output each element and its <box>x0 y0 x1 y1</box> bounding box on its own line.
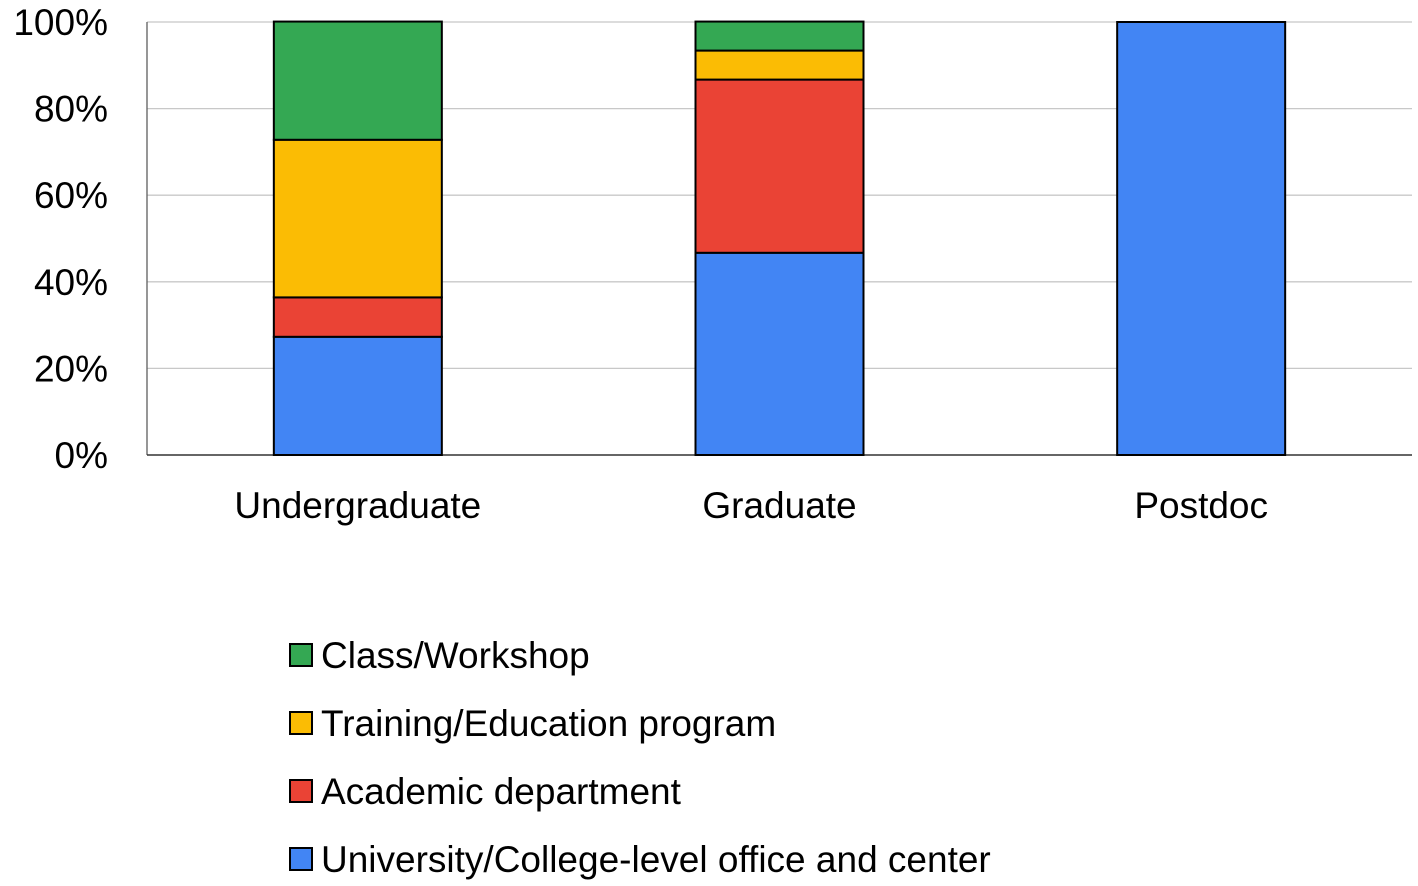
x-category-labels: Undergraduate Graduate Postdoc <box>234 485 1268 526</box>
bar-segment-3 <box>694 20 865 52</box>
legend-label: Training/Education program <box>321 703 776 744</box>
legend-swatch <box>289 779 313 803</box>
legend-label: University/College-level office and cent… <box>321 839 991 880</box>
legend-swatch <box>289 711 313 735</box>
y-tick-label: 40% <box>34 262 108 303</box>
bar-segment-1 <box>694 78 865 254</box>
bars <box>272 20 1287 456</box>
y-tick-label: 20% <box>34 348 108 389</box>
legend-item: Academic department <box>289 771 682 812</box>
legend-item: Training/Education program <box>289 703 776 744</box>
bar-segment-1 <box>272 296 443 338</box>
x-category-label: Graduate <box>702 485 856 526</box>
bar-segment-0 <box>272 335 443 456</box>
y-tick-label: 0% <box>55 435 108 476</box>
x-category-label: Postdoc <box>1134 485 1268 526</box>
bar-segment-0 <box>694 251 865 456</box>
legend-item: Class/Workshop <box>289 635 590 676</box>
legend-swatch <box>289 643 313 667</box>
y-tick-label: 80% <box>34 89 108 130</box>
bar-segment-2 <box>272 138 443 299</box>
bar-segment-3 <box>272 20 443 141</box>
y-tick-labels: 0% 20% 40% 60% 80% 100% <box>13 2 108 476</box>
y-tick-label: 100% <box>13 2 108 43</box>
legend-item: University/College-level office and cent… <box>289 839 991 880</box>
legend: Class/Workshop Training/Education program… <box>289 635 991 880</box>
legend-label: Class/Workshop <box>321 635 590 676</box>
legend-swatch <box>289 847 313 871</box>
x-category-label: Undergraduate <box>234 485 481 526</box>
bar-segment-0 <box>1116 21 1287 456</box>
bar-segment-2 <box>694 49 865 81</box>
y-tick-label: 60% <box>34 175 108 216</box>
legend-label: Academic department <box>321 771 682 812</box>
